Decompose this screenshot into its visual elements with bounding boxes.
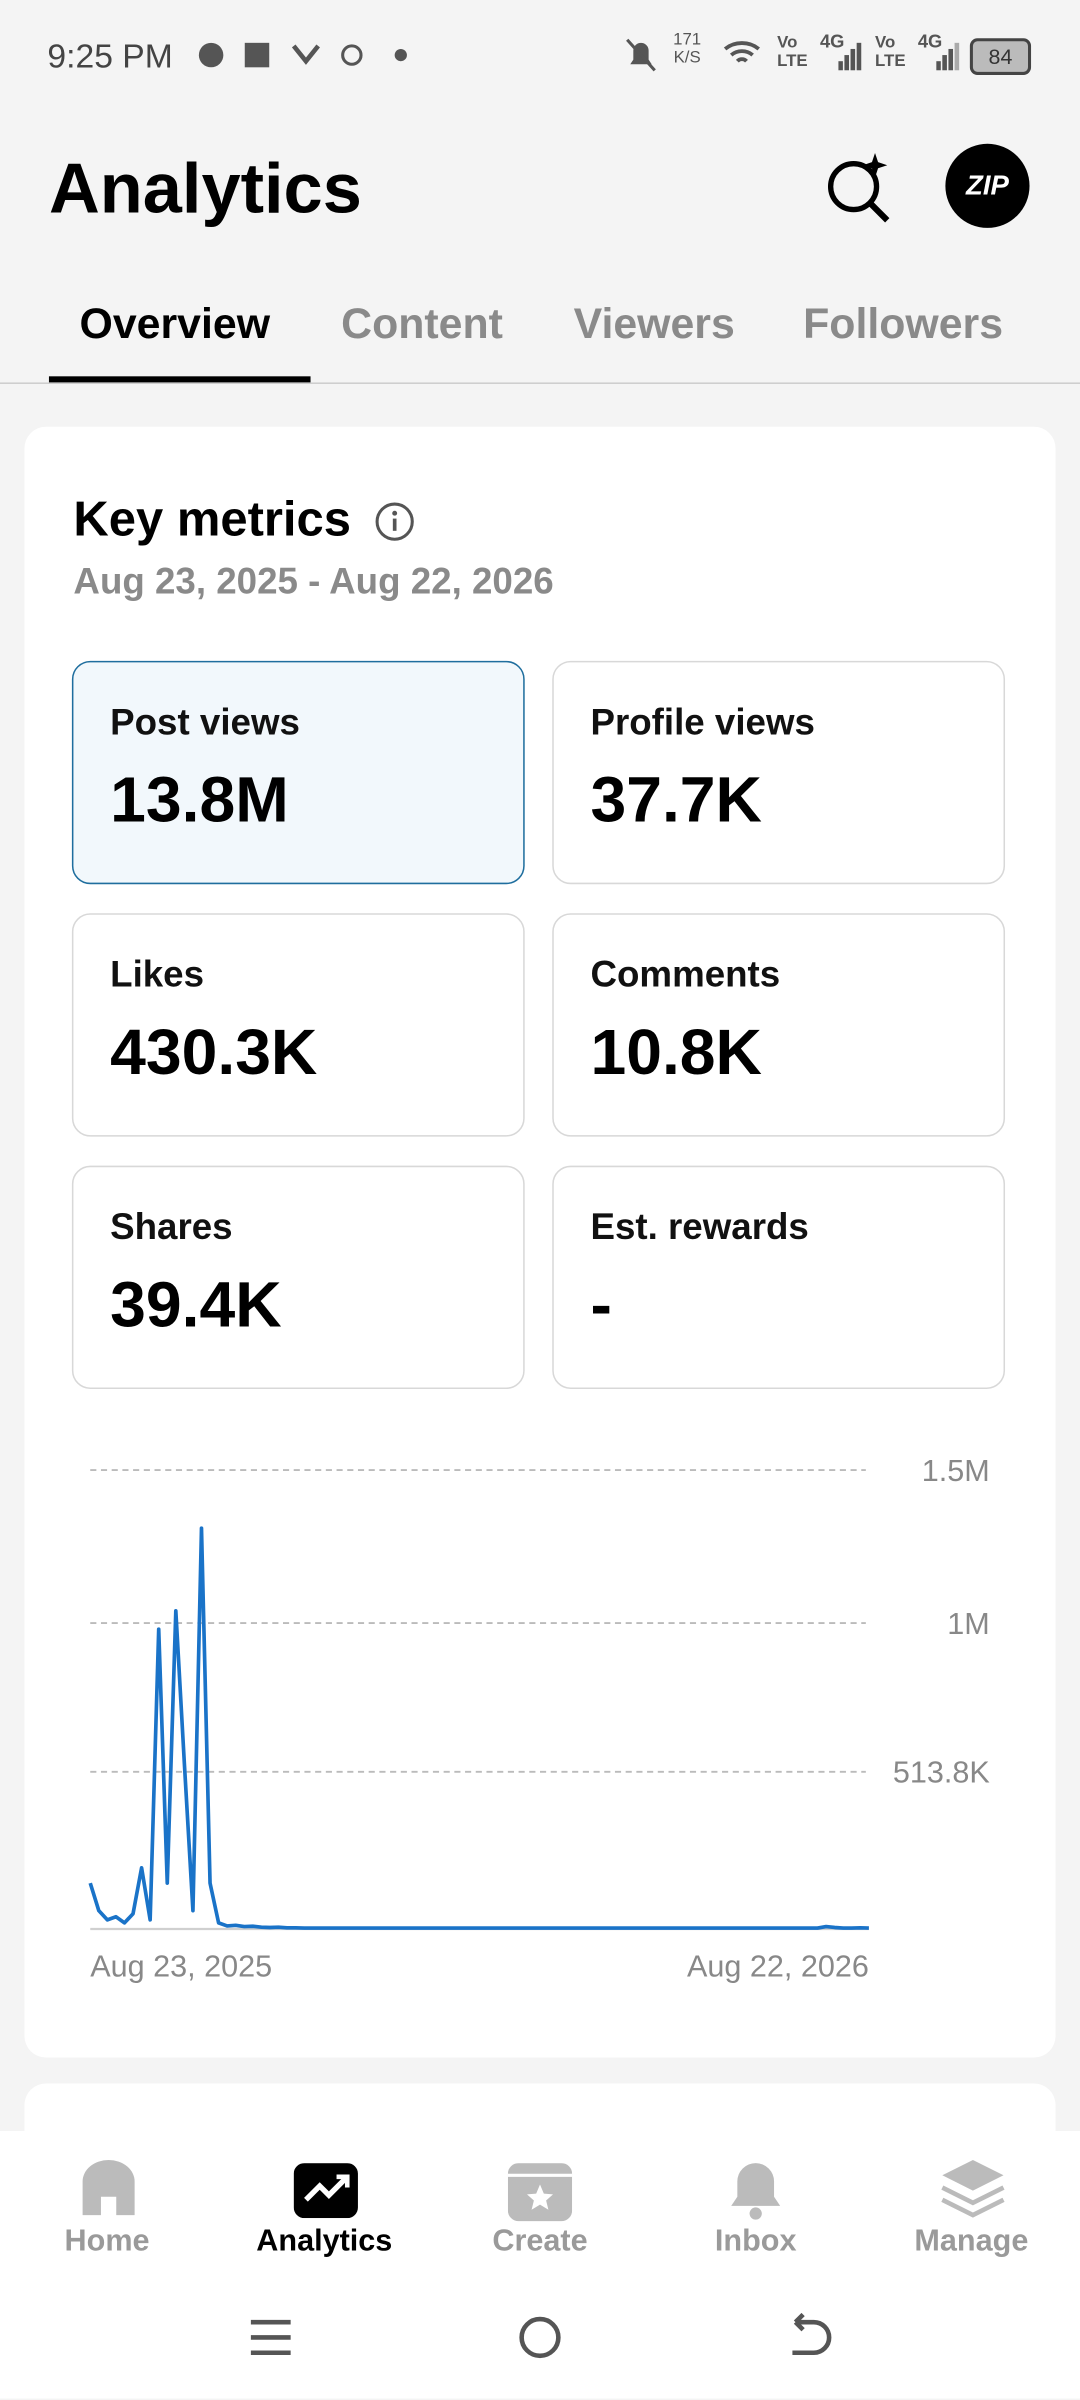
inbox-icon[interactable] — [725, 2157, 786, 2224]
chart: 1.5M 1M 513.8K Aug 23, 2025 Aug 22, 2026 — [88, 1454, 991, 1983]
metric-value: 430.3K — [110, 1015, 318, 1088]
mute-icon — [626, 38, 656, 72]
home-icon[interactable] — [80, 2157, 138, 2218]
metric-value: - — [590, 1268, 612, 1341]
time: 9:25 PM — [47, 36, 173, 75]
metric-tile[interactable]: Est. rewards - — [552, 1165, 1006, 1390]
sim1-top: Vo — [777, 33, 798, 53]
nav-label[interactable]: Analytics — [256, 2224, 393, 2258]
metric-value: 10.8K — [590, 1015, 762, 1088]
metric-label: Likes — [110, 954, 205, 996]
metric-label: Est. rewards — [590, 1206, 809, 1249]
metric-value: 37.7K — [590, 763, 762, 836]
info-icon[interactable] — [373, 500, 416, 543]
create-icon[interactable] — [507, 2163, 573, 2222]
sim2-net: 4G — [917, 30, 943, 53]
metric-tile[interactable]: Comments 10.8K — [552, 913, 1006, 1137]
wifi-icon — [723, 41, 760, 63]
battery: 84 — [969, 38, 1032, 75]
metric-value: 13.8M — [110, 763, 289, 836]
tab[interactable]: Content — [341, 299, 503, 348]
sim2-top: Vo — [875, 33, 896, 53]
metric-tile[interactable]: Profile views 37.7K — [552, 660, 1006, 885]
metric-label: Post views — [110, 702, 300, 744]
speed-unit: K/S — [673, 48, 701, 68]
system-nav — [250, 2312, 832, 2359]
metric-tile[interactable]: Shares 39.4K — [71, 1165, 525, 1390]
sim1-net: 4G — [819, 30, 845, 53]
avatar[interactable]: ZIP — [945, 143, 1030, 228]
sim2-bottom: LTE — [875, 52, 906, 71]
search-button[interactable] — [820, 150, 896, 226]
metric-label: Comments — [590, 954, 781, 996]
net-speed: 171 K/S — [673, 31, 701, 68]
metric-tile[interactable]: Post views 13.8M — [71, 660, 525, 885]
tab-indicator — [48, 376, 311, 383]
metric-tile[interactable]: Likes 430.3K — [71, 913, 525, 1137]
nav-label[interactable]: Manage — [914, 2224, 1029, 2258]
signal-1 — [838, 42, 862, 71]
date-range: Aug 23, 2025 - Aug 22, 2026 — [73, 561, 554, 603]
x-tick-label: Aug 22, 2026 — [687, 1949, 869, 1983]
sim1-type: Vo LTE — [777, 34, 808, 71]
manage-icon[interactable] — [939, 2157, 1006, 2224]
y-tick-label: 1M — [947, 1607, 989, 1641]
sim2-type: Vo LTE — [875, 34, 906, 71]
nav-label[interactable]: Inbox — [714, 2224, 797, 2258]
analytics-icon[interactable] — [293, 2163, 358, 2219]
y-tick-label: 513.8K — [893, 1756, 991, 1790]
page-title: Analytics — [48, 148, 362, 228]
notification-icons — [198, 42, 407, 68]
line-series — [88, 1526, 869, 1930]
card-title: Key metrics — [73, 491, 351, 547]
metric-label: Shares — [110, 1206, 233, 1249]
y-tick-label: 1.5M — [922, 1454, 990, 1488]
tab[interactable]: Viewers — [573, 299, 735, 348]
nav-label[interactable]: Create — [492, 2224, 588, 2258]
nav-label[interactable]: Home — [64, 2224, 150, 2258]
sim1-bottom: LTE — [777, 52, 808, 71]
tab[interactable]: Followers — [803, 299, 1004, 348]
tab[interactable]: Overview — [79, 299, 271, 348]
signal-2 — [936, 42, 960, 71]
speed: 171 — [673, 30, 702, 49]
metric-value: 39.4K — [110, 1268, 282, 1341]
divider — [0, 382, 1080, 384]
x-tick-label: Aug 23, 2025 — [90, 1949, 272, 1983]
metric-label: Profile views — [590, 702, 815, 744]
